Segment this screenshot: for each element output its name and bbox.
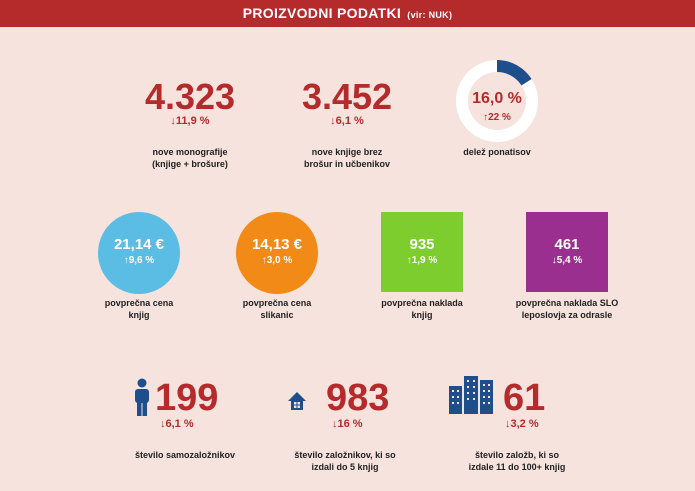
stat-label-new-books: nove knjige brez brošur in učbenikov	[303, 147, 390, 169]
page-header: PROIZVODNI PODATKI (vir: NUK)	[0, 0, 695, 27]
stat-label-large-publishers: število založb, ki so izdale 11 do 100+ …	[468, 450, 566, 472]
print-run-fiction-square: 461 ↓5,4 %	[526, 212, 608, 292]
stat-change-print-run-books: ↑1,9 %	[406, 255, 438, 266]
stat-change-monographs: ↓11,9 %	[170, 115, 210, 127]
stat-change-price-books: ↑9,6 %	[123, 255, 155, 266]
stat-value-reprints: 16,0 %	[472, 90, 522, 107]
stat-value-monographs: 4.323	[144, 76, 236, 117]
stat-value-price-picturebooks: 14,13 €	[251, 236, 303, 253]
price-books-circle: 21,14 € ↑9,6 %	[98, 212, 180, 294]
donut-chart	[456, 60, 538, 142]
person-icon	[135, 378, 149, 416]
stat-label-reprints: delež ponatisov	[463, 147, 531, 157]
header-source: (vir: NUK)	[407, 10, 453, 20]
stat-change-small-publishers: ↓16 %	[332, 418, 363, 430]
reprint-share-donut: 16,0 % ↑22 %	[456, 60, 538, 142]
stat-value-large-publishers: 61	[503, 377, 546, 419]
stat-change-large-publishers: ↓3,2 %	[505, 418, 539, 430]
stat-value-print-run-fiction: 461	[554, 236, 580, 253]
price-picturebooks-circle: 14,13 € ↑3,0 %	[236, 212, 318, 294]
stat-value-self-publishers: 199	[155, 377, 219, 419]
stat-label-small-publishers: število založnikov, ki so izdali do 5 kn…	[294, 450, 396, 472]
donut-hole	[468, 72, 526, 130]
stat-change-price-picturebooks: ↑3,0 %	[261, 255, 293, 266]
print-run-books-square: 935 ↑1,9 %	[381, 212, 463, 292]
stat-change-reprints: ↑22 %	[483, 112, 511, 123]
stat-change-new-books: ↓6,1 %	[330, 115, 364, 127]
house-icon	[288, 392, 306, 410]
stat-value-small-publishers: 983	[326, 377, 390, 419]
header-title: PROIZVODNI PODATKI	[242, 5, 402, 21]
stat-value-print-run-books: 935	[409, 236, 435, 253]
stat-label-price-picturebooks: povprečna cena slikanic	[242, 298, 312, 320]
stat-label-print-run-books: povprečna naklada knjig	[381, 298, 463, 320]
stat-change-self-publishers: ↓6,1 %	[160, 418, 194, 430]
stat-label-print-run-fiction: povprečna naklada SLO leposlovja za odra…	[515, 298, 619, 320]
buildings-icon	[449, 376, 493, 414]
stat-label-monographs: nove monografije (knjige + brošure)	[152, 147, 228, 169]
stat-label-price-books: povprečna cena knjig	[104, 298, 174, 320]
stat-change-print-run-fiction: ↓5,4 %	[551, 255, 583, 266]
stat-label-self-publishers: število samozaložnikov	[134, 450, 236, 460]
stat-value-new-books: 3.452	[301, 76, 393, 117]
stat-value-price-books: 21,14 €	[113, 236, 165, 253]
